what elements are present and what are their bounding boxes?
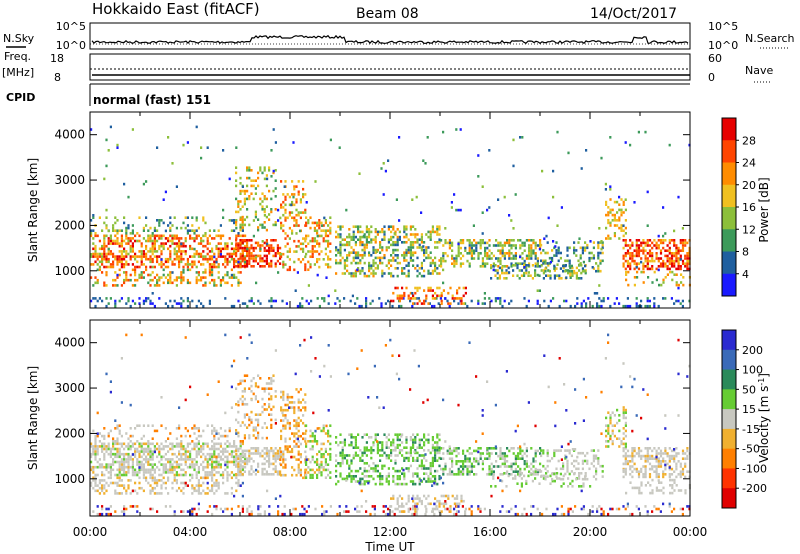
date-title: 14/Oct/2017: [590, 6, 677, 22]
nave-tick-bottom: 0: [708, 71, 715, 84]
colorbar-swatch: [722, 330, 736, 351]
colorbar-tick-label: 200: [742, 344, 763, 357]
colorbar-swatch: [722, 229, 736, 252]
power-panel: 1000 2000 3000 4000 Slant Range [km]: [26, 111, 691, 309]
nsearch-tick-top: 10^5: [708, 20, 738, 33]
colorbar-swatch: [722, 448, 736, 469]
y-tick-label: 4000: [54, 336, 85, 350]
y-tick-label: 3000: [54, 381, 85, 395]
colorbar-tick-label: 20: [742, 179, 756, 192]
y-tick-label: 2000: [54, 218, 85, 232]
y-tick-label: 1000: [54, 472, 85, 486]
colorbar-swatch: [722, 488, 736, 509]
power-heatmap: [90, 125, 691, 308]
colorbar-swatch: [722, 349, 736, 371]
colorbar-tick-label: -200: [742, 482, 767, 495]
beam-title: Beam 08: [356, 6, 419, 22]
freq-tick-top: 18: [50, 52, 64, 65]
colorbar-tick-label: 100: [742, 364, 763, 377]
colorbar-swatch: [722, 389, 736, 410]
velocity-colorbar-label: Velocity [m s-1]: [757, 373, 771, 463]
time-axis: Time UT 00:00 04:00 08:00 12:00 16:00 20:00 00…: [73, 525, 708, 554]
nsky-trace: [91, 34, 689, 45]
x-tick-label: 16:00: [473, 525, 508, 539]
colorbar-tick-label: -50: [742, 443, 760, 456]
velocity-ylabel: Slant Range [km]: [26, 366, 40, 470]
power-colorbar-label: Power [dB]: [757, 177, 771, 242]
colorbar-tick-label: 16: [742, 201, 756, 214]
colorbar-tick-label: 15: [742, 403, 756, 416]
power-colorbar: Power [dB] 28 24 20 16 12 8 4: [721, 117, 771, 297]
cpid-panel: CPID normal (fast) 151: [6, 83, 690, 107]
x-tick-label: 08:00: [273, 525, 308, 539]
colorbar-swatch: [722, 251, 736, 275]
colorbar-swatch: [722, 409, 736, 430]
colorbar-tick-label: -100: [742, 462, 767, 475]
nsearch-tick-bottom: 10^0: [708, 39, 738, 52]
nsky-label: N.Sky: [3, 32, 35, 45]
freq-label: Freq.: [4, 50, 31, 63]
x-tick-label: 20:00: [573, 525, 608, 539]
colorbar-tick-label: 4: [742, 268, 749, 281]
x-tick-label: 12:00: [373, 525, 408, 539]
nsky-tick-bottom: 10^0: [56, 39, 86, 52]
nsky-tick-top: 10^5: [56, 20, 86, 33]
nsearch-label: N.Search: [745, 32, 795, 45]
colorbar-swatch: [722, 162, 736, 186]
colorbar-swatch: [722, 428, 736, 450]
station-title: Hokkaido East (fitACF): [92, 0, 260, 18]
cpid-value: normal (fast) 151: [93, 93, 211, 107]
colorbar-swatch: [722, 140, 736, 163]
freq-tick-bottom: 8: [54, 71, 61, 84]
y-tick-label: 1000: [54, 264, 85, 278]
velocity-colorbar: Velocity [m s-1] 200 100 50 15 -15 -50 -100 -20…: [721, 329, 771, 509]
colorbar-tick-label: 12: [742, 223, 756, 236]
xlabel: Time UT: [364, 540, 415, 554]
velocity-heatmap: [90, 333, 691, 516]
freq-nave-panel: Freq. [MHz] 18 8 60 0 Nave: [2, 50, 773, 84]
colorbar-tick-label: 50: [742, 383, 756, 396]
nave-label: Nave: [745, 64, 773, 77]
colorbar-tick-label: 28: [742, 134, 756, 147]
colorbar-tick-label: -15: [742, 423, 760, 436]
nave-tick-top: 60: [708, 52, 722, 65]
colorbar-swatch: [722, 118, 736, 141]
y-tick-label: 4000: [54, 128, 85, 142]
colorbar-swatch: [722, 184, 736, 208]
colorbar-tick-label: 24: [742, 157, 756, 170]
colorbar-swatch: [722, 468, 736, 489]
colorbar-swatch: [722, 369, 736, 390]
x-tick-label: 00:00: [73, 525, 108, 539]
sky-search-panel: N.Sky 10^5 10^0 10^5 10^0 N.Search: [3, 20, 795, 52]
colorbar-swatch: [722, 273, 736, 297]
y-tick-label: 2000: [54, 426, 85, 440]
colorbar-tick-label: 8: [742, 246, 749, 259]
x-tick-label: 00:00: [673, 525, 708, 539]
power-ylabel: Slant Range [km]: [26, 158, 40, 262]
cpid-label: CPID: [6, 91, 35, 104]
x-tick-label: 04:00: [173, 525, 208, 539]
freq-unit-label: [MHz]: [2, 66, 34, 79]
y-tick-label: 3000: [54, 173, 85, 187]
colorbar-swatch: [722, 207, 736, 230]
velocity-panel: 1000 2000 3000 4000 Slant Range [km]: [26, 319, 691, 517]
